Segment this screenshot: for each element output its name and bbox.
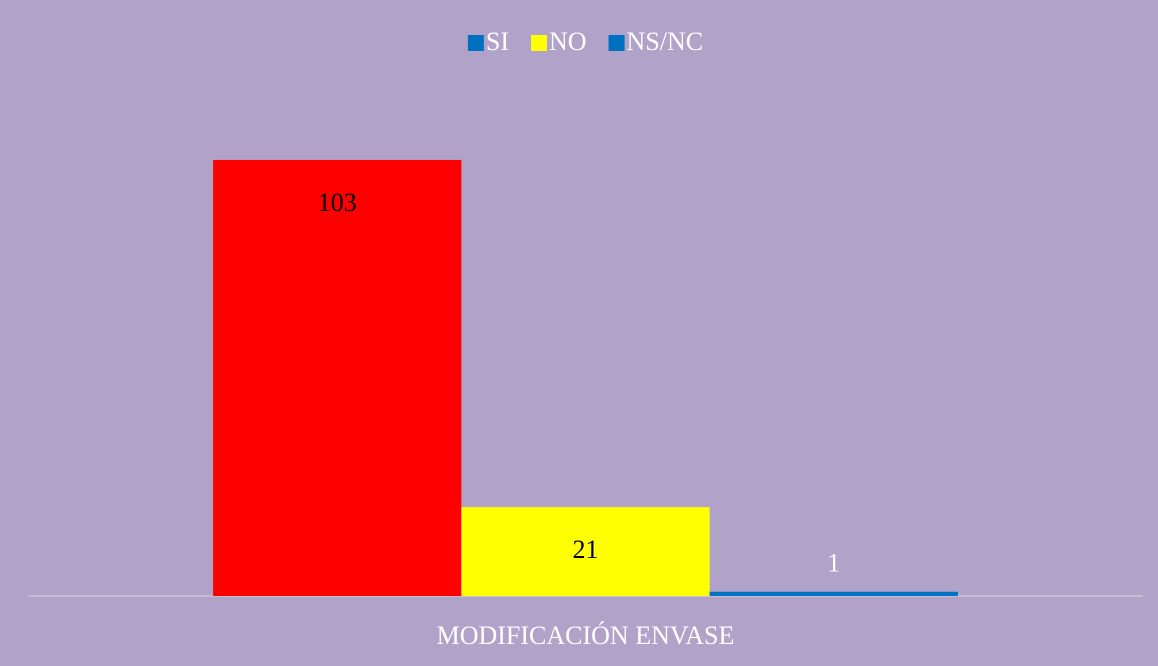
data-label: 21 [573, 535, 599, 564]
legend-swatch [608, 35, 625, 51]
legend-label: NS/NC [627, 27, 704, 56]
bar [213, 159, 462, 596]
legend-swatch [467, 35, 484, 51]
x-tick-label: MODIFICACIÓN ENVASE [437, 621, 735, 650]
legend-label: NO [549, 27, 587, 56]
data-label: 1 [827, 549, 840, 578]
bar [709, 591, 958, 596]
data-label: 103 [318, 188, 357, 217]
legend-swatch [530, 35, 547, 51]
bar [461, 507, 710, 596]
legend-label: SI [486, 27, 509, 56]
